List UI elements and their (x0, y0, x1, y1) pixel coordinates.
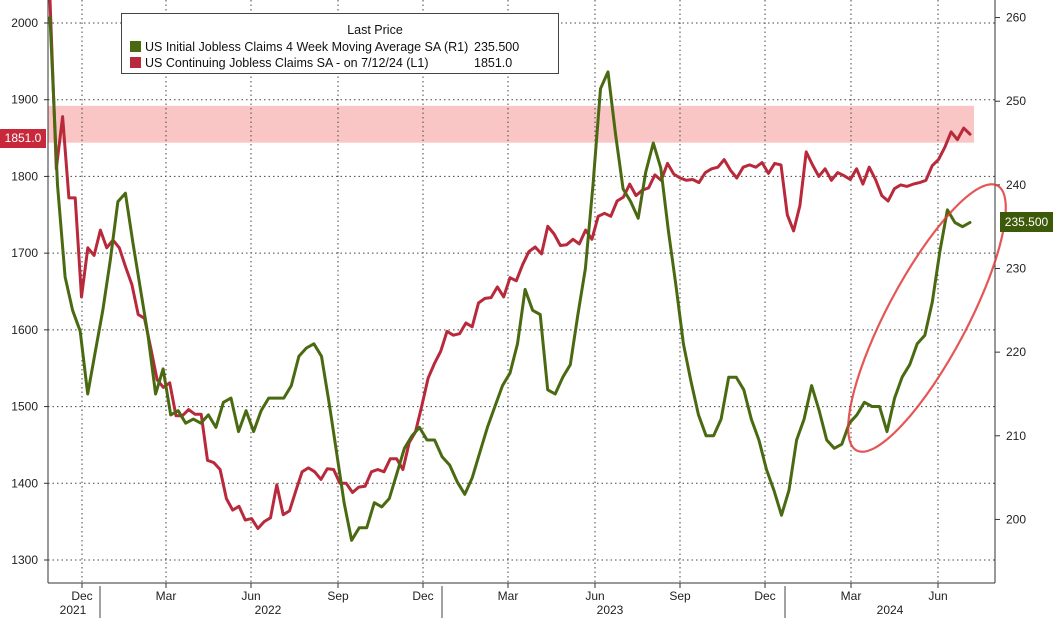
right-tick-label-3: 230 (1006, 261, 1026, 275)
legend: Last Price US Initial Jobless Claims 4 W… (121, 13, 559, 74)
legend-label: US Initial Jobless Claims 4 Week Moving … (145, 40, 469, 54)
legend-swatch-red (130, 57, 141, 68)
legend-value: 1851.0 (474, 56, 513, 70)
x-month-label-10: Jun (928, 589, 947, 603)
right-tick-label-1: 210 (1006, 429, 1026, 443)
left-tick-label-7: 2000 (11, 16, 38, 30)
x-year-label-0: 2021 (60, 603, 87, 617)
left-tick-label-3: 1600 (11, 323, 38, 337)
x-year-label-1: 2022 (255, 603, 282, 617)
left-tick-label-0: 1300 (11, 553, 38, 567)
highlight-band-layer (48, 105, 974, 143)
left-tick-label-2: 1500 (11, 400, 38, 414)
last-value-tag-left: 1851.0 (0, 129, 46, 148)
left-tick-label-6: 1900 (11, 93, 38, 107)
continuing-claims-line (48, 0, 972, 530)
x-year-label-3: 2024 (877, 603, 904, 617)
legend-entry-continuing-claims: US Continuing Jobless Claims SA - on 7/1… (130, 55, 512, 71)
x-month-label-6: Jun (585, 589, 604, 603)
x-month-label-2: Jun (241, 589, 260, 603)
right-tick-label-6: 260 (1006, 11, 1026, 25)
x-month-label-7: Sep (669, 589, 691, 603)
right-tick-label-4: 240 (1006, 178, 1026, 192)
right-tick-label-0: 200 (1006, 512, 1026, 526)
left-tick-label-4: 1700 (11, 246, 38, 260)
initial-claims-line (48, 16, 972, 542)
series-layer (48, 0, 972, 542)
x-month-label-5: Mar (498, 589, 519, 603)
left-tick-label-5: 1800 (11, 169, 38, 183)
annotation-layer (847, 183, 1007, 453)
right-tick-label-2: 220 (1006, 345, 1026, 359)
x-month-label-8: Dec (754, 589, 775, 603)
legend-title: Last Price (347, 23, 403, 37)
x-month-label-4: Dec (412, 589, 433, 603)
legend-value: 235.500 (474, 40, 520, 54)
x-month-label-9: Mar (841, 589, 862, 603)
highlight-band (48, 105, 974, 143)
legend-entry-initial-claims: US Initial Jobless Claims 4 Week Moving … (130, 39, 519, 55)
gridlines (48, 0, 995, 583)
last-value-tag-right: 235.500 (1000, 212, 1053, 232)
left-tick-label-1: 1400 (11, 476, 38, 490)
legend-label: US Continuing Jobless Claims SA - on 7/1… (145, 56, 429, 70)
x-month-label-0: Dec (71, 589, 92, 603)
highlight-ellipse (847, 183, 1007, 453)
right-tick-label-5: 250 (1006, 94, 1026, 108)
x-year-label-2: 2023 (597, 603, 624, 617)
legend-swatch-green (130, 41, 141, 52)
axes: 1300 1400 1500 1600 1700 1800 1900 2000 200 210 22… (11, 0, 1026, 618)
x-month-label-1: Mar (156, 589, 177, 603)
x-month-label-3: Sep (327, 589, 349, 603)
